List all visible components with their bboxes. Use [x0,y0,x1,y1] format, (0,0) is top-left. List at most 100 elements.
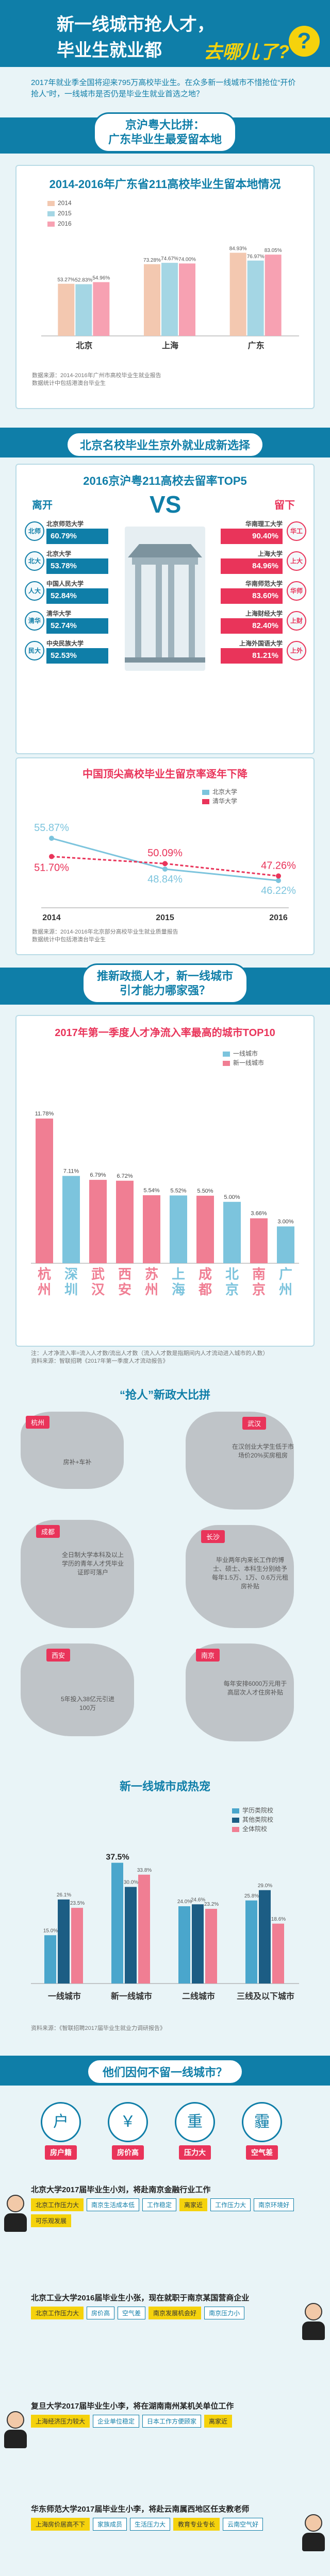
chart4-category-label: 新一线城市 [111,1991,152,2001]
chart4-data-label: 18.6% [271,1917,286,1922]
chart3-source-note: 注：人才净流入率=流入人才数/流出人才数（流入人才数是指期间内人才流动进入城市的… [31,1350,269,1364]
policy-map: 杭州 房补+车补 武汉 在汉创业大学生低于市场价20%买房租房 成都 全日制大学… [15,1406,312,1767]
chart2-point [276,873,281,879]
uni-name-stay: 华南师范大学 [245,580,283,587]
page-title-line2: 毕业生就业都 [57,41,162,60]
wuhan-policy: 在汉创业大学生低于市场价20%买房租房 [232,1443,294,1459]
chart3-category-label: 杭 [38,1266,51,1282]
uni-crest-icon: 华师 [287,581,306,601]
graduate-avatar-icon [302,2514,325,2551]
chart2-point [276,878,281,884]
chart4-category-label: 二线城市 [182,1991,215,2001]
story-card: 华东师范大学2017届毕业生小李，将赴云南属西地区任支教老师 上海房价居高不下 家族… [31,2504,299,2531]
chart3-legend: 一线城市 新一线城市 [223,1049,264,1067]
gate-icon [125,544,205,663]
chart3-bar [36,1118,53,1263]
chart1-source-note: 数据来源：2014-2016年广州市高校毕业生就业报告 数据统计中包括港澳台毕业… [32,372,161,386]
avatar-head [7,2411,24,2429]
chart3-category-label: 广 [279,1266,292,1282]
uni-name-leave: 北京大学 [46,550,72,557]
chart4-bar [71,1908,83,1984]
avatar-body [302,2533,325,2551]
question-bubble: ? [289,26,320,57]
chart4-bar [44,1935,56,1984]
chart3-category-label: 北 [225,1266,239,1282]
chart1-legend-item-2015: 2015 [47,208,72,218]
story-chip: 北京工作压力大 [31,2198,84,2211]
chart2-point [162,861,168,867]
chart3-category-label: 京 [225,1282,239,1297]
chart3-data-label: 5.54% [143,1188,159,1194]
story-title: 北京工业大学2016届毕业生小张，现在就职于南京某国营商企业 [31,2294,250,2302]
chart1-data-label: 53.27% [57,277,75,283]
intro-paragraph: 2017年就业季全国将迎来795万高校毕业生。在众多新一线城市不惜抢位“开价抢人… [31,78,296,98]
uni-name-leave: 中央民族大学 [46,640,84,647]
hangzhou-policy: 房补+车补 [63,1459,92,1466]
chart2-data-label: 51.70% [34,862,69,874]
wuhan-tag: 武汉 [242,1417,267,1430]
chart1-bar [229,252,246,336]
chart4-bar [245,1900,257,1984]
stay-rate-bar: 82.40% [221,618,283,634]
trend-line-chart: 55.87% 48.84% 46.22% 51.70% 50.09% 47.26% 2014… [34,822,296,922]
story-chip: 北京工作压力大 [31,2307,84,2319]
chart1-data-label: 73.28% [143,258,161,263]
story-chip: 空气差 [118,2307,146,2319]
story-chip: 工作稳定 [142,2198,177,2211]
story-chip: 日本工作方便顾家 [142,2415,202,2428]
trend-legend: 北京大学 清华大学 [202,787,237,806]
chart1-data-label: 74.67% [161,256,178,262]
story-chip: 生活压力大 [130,2518,171,2531]
page-title-highlight: 去哪儿了? [204,41,289,62]
chart3-bar [277,1226,294,1263]
chart2-data-label: 46.22% [261,885,296,896]
story-title: 北京大学2017届毕业生小刘，将赴南京金融行业工作 [31,2185,211,2194]
intro-text: 2017年就业季全国将迎来795万高校毕业生。在众多新一线城市不惜抢位“开价抢人… [31,77,299,100]
chart1-bar [265,255,282,336]
uni-name-leave: 中国人民大学 [46,580,84,587]
chart1-data-label: 74.00% [178,257,196,262]
hangzhou-tag: 杭州 [26,1416,50,1429]
chart1-legend: 2014 2015 2016 [47,198,72,229]
chart2-point [162,866,168,872]
section1-heading-line1: 京沪粤大比拼： [125,118,205,131]
chart2-data-label: 55.87% [34,822,69,834]
chart3-category-label: 上 [172,1266,185,1282]
chart3-category-label: 苏 [145,1266,158,1282]
reason-icon: 户 [41,2102,81,2142]
uni-crest-icon: 人大 [25,581,44,601]
chengdu-tag: 成都 [36,1525,60,1538]
chart3-title: 2017年第一季度人才净流入率最高的城市TOP10 [55,1027,275,1039]
reason-label: 房价高 [112,2145,144,2160]
chart3-bar [250,1218,268,1263]
uni-crest-icon: 北师 [25,521,44,541]
uni-name-stay: 上海外国语大学 [239,640,283,647]
chart1-legend-item-2014: 2014 [47,198,72,208]
section1-heading: 京沪粤大比拼： 广东毕业生最爱留本地 [93,112,237,152]
airplane-icon: ✈ [4,11,19,30]
avatar-body [302,2321,325,2340]
avatar-body [4,2213,27,2232]
uni-name-leave: 北京师范大学 [46,520,84,528]
xian-map [21,1643,134,1736]
story-chips: 北京工作压力大 房价高 空气差 南京发展机会好 南京压力小 [31,2303,299,2319]
chart3-category-label: 成 [199,1266,212,1282]
chart2-x-tick: 2015 [156,913,174,922]
leave-rate-bar: 52.74% [46,618,108,634]
chart1-category-label: 广东 [248,341,265,350]
trend-source-note: 数据来源：2014-2016年北京部分高校毕业生就业质量报告 数据统计中包括港澳… [32,929,178,943]
nanjing-policy: 每年安排6000万元用于高层次人才住房补贴 [223,1680,287,1696]
chart4-data-label: 15.0% [43,1928,58,1934]
uni-name-leave: 清华大学 [46,610,72,617]
uni-crest-icon: 清华 [25,611,44,631]
uni-name-stay: 上海财经大学 [245,610,283,617]
uni-crest-icon: 华工 [287,521,306,541]
story-chip: 南京压力小 [204,2307,245,2319]
uni-top5-title: 2016京沪粤211高校去留率TOP5 [83,474,247,487]
leave-rate-bar: 52.84% [46,588,108,604]
policy-title: “抢人”新政大比拼 [119,1388,210,1401]
chart3-legend-item-tier1: 一线城市 [223,1049,264,1058]
chart2-point [49,854,54,859]
chart4-bar [272,1923,284,1984]
story-chip: 离家近 [179,2198,208,2211]
